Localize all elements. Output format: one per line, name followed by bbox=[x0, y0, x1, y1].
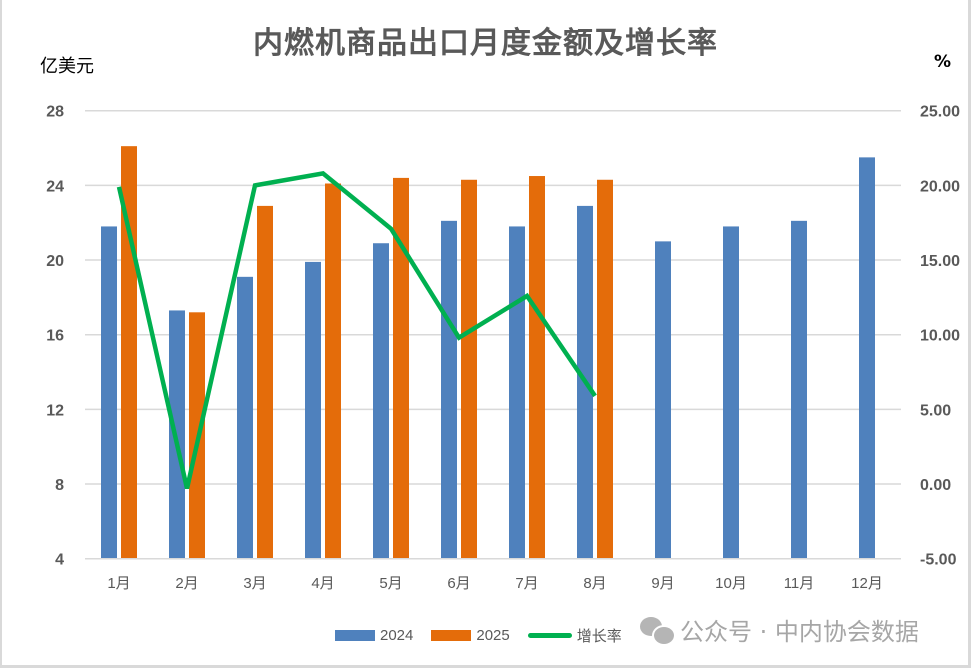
growth-rate-line bbox=[116, 171, 597, 489]
x-axis-label: 7月 bbox=[515, 575, 538, 592]
right-axis-tick: 25.00 bbox=[920, 104, 960, 121]
bar-2024 bbox=[655, 241, 671, 559]
watermark-text: 公众号 · 中内协会数据 bbox=[680, 618, 919, 646]
x-axis-label: 3月 bbox=[243, 575, 266, 592]
left-axis-tick: 28 bbox=[46, 104, 64, 121]
bar-2025 bbox=[257, 205, 273, 559]
left-axis-tick: 4 bbox=[55, 552, 64, 569]
bar-2024 bbox=[101, 226, 117, 559]
legend-item-growth: 增长率 bbox=[527, 625, 622, 646]
chart-title: 内燃机商品出口月度金额及增长率 bbox=[253, 26, 718, 61]
x-axis-label: 2月 bbox=[175, 575, 198, 592]
x-axis-label: 5月 bbox=[379, 575, 402, 592]
bar-2024 bbox=[509, 226, 525, 559]
x-axis-label: 12月 bbox=[851, 575, 883, 592]
bar-2025 bbox=[393, 177, 409, 559]
right-axis-tick: 0.00 bbox=[920, 477, 951, 494]
left-axis-tick: 20 bbox=[46, 253, 64, 270]
left-axis-tick: 16 bbox=[46, 328, 64, 345]
x-axis-label: 9月 bbox=[651, 575, 674, 592]
bar-2025 bbox=[461, 179, 477, 559]
bar-2024 bbox=[237, 276, 253, 559]
right-axis-tick: 15.00 bbox=[920, 253, 960, 270]
bar-2024 bbox=[441, 220, 457, 559]
x-axis-label: 11月 bbox=[784, 575, 815, 592]
left-axis-tick: 8 bbox=[55, 477, 64, 494]
legend-swatch-2025 bbox=[431, 629, 472, 641]
x-axis-label: 10月 bbox=[715, 575, 747, 592]
bar-2025 bbox=[597, 179, 613, 559]
legend-swatch-2024 bbox=[335, 629, 375, 641]
legend-label-2025: 2025 bbox=[476, 626, 510, 644]
right-axis-tick: -5.00 bbox=[920, 552, 957, 569]
legend-item-2025: 2025 bbox=[431, 626, 510, 644]
bar-2024 bbox=[373, 243, 389, 559]
left-axis-unit: 亿美元 bbox=[40, 56, 94, 77]
x-axis-label: 6月 bbox=[447, 575, 470, 592]
bar-2025 bbox=[325, 183, 341, 559]
left-axis-tick: 24 bbox=[46, 178, 64, 195]
wechat-icon bbox=[640, 615, 676, 646]
right-axis-tick: 10.00 bbox=[920, 328, 960, 345]
x-axis-label: 8月 bbox=[583, 575, 606, 592]
legend: 2024 2025 增长率 bbox=[335, 624, 640, 646]
legend-item-2024: 2024 bbox=[335, 627, 413, 644]
bar-2024 bbox=[723, 226, 739, 559]
left-axis-tick: 12 bbox=[46, 402, 64, 419]
bar-2024 bbox=[791, 220, 807, 559]
right-axis-tick: 20.00 bbox=[920, 178, 960, 195]
bar-2025 bbox=[529, 176, 545, 559]
right-axis-unit: % bbox=[934, 52, 952, 72]
x-axis-label: 4月 bbox=[311, 575, 334, 592]
right-axis-tick: 5.00 bbox=[920, 402, 951, 419]
legend-label-2024: 2024 bbox=[380, 626, 414, 644]
watermark: 公众号 · 中内协会数据 bbox=[640, 612, 919, 647]
bar-2024 bbox=[305, 261, 321, 559]
x-axis-label: 1月 bbox=[107, 575, 130, 592]
legend-swatch-growth bbox=[527, 632, 572, 638]
bar-2024 bbox=[859, 157, 875, 559]
legend-label-growth: 增长率 bbox=[576, 627, 622, 645]
